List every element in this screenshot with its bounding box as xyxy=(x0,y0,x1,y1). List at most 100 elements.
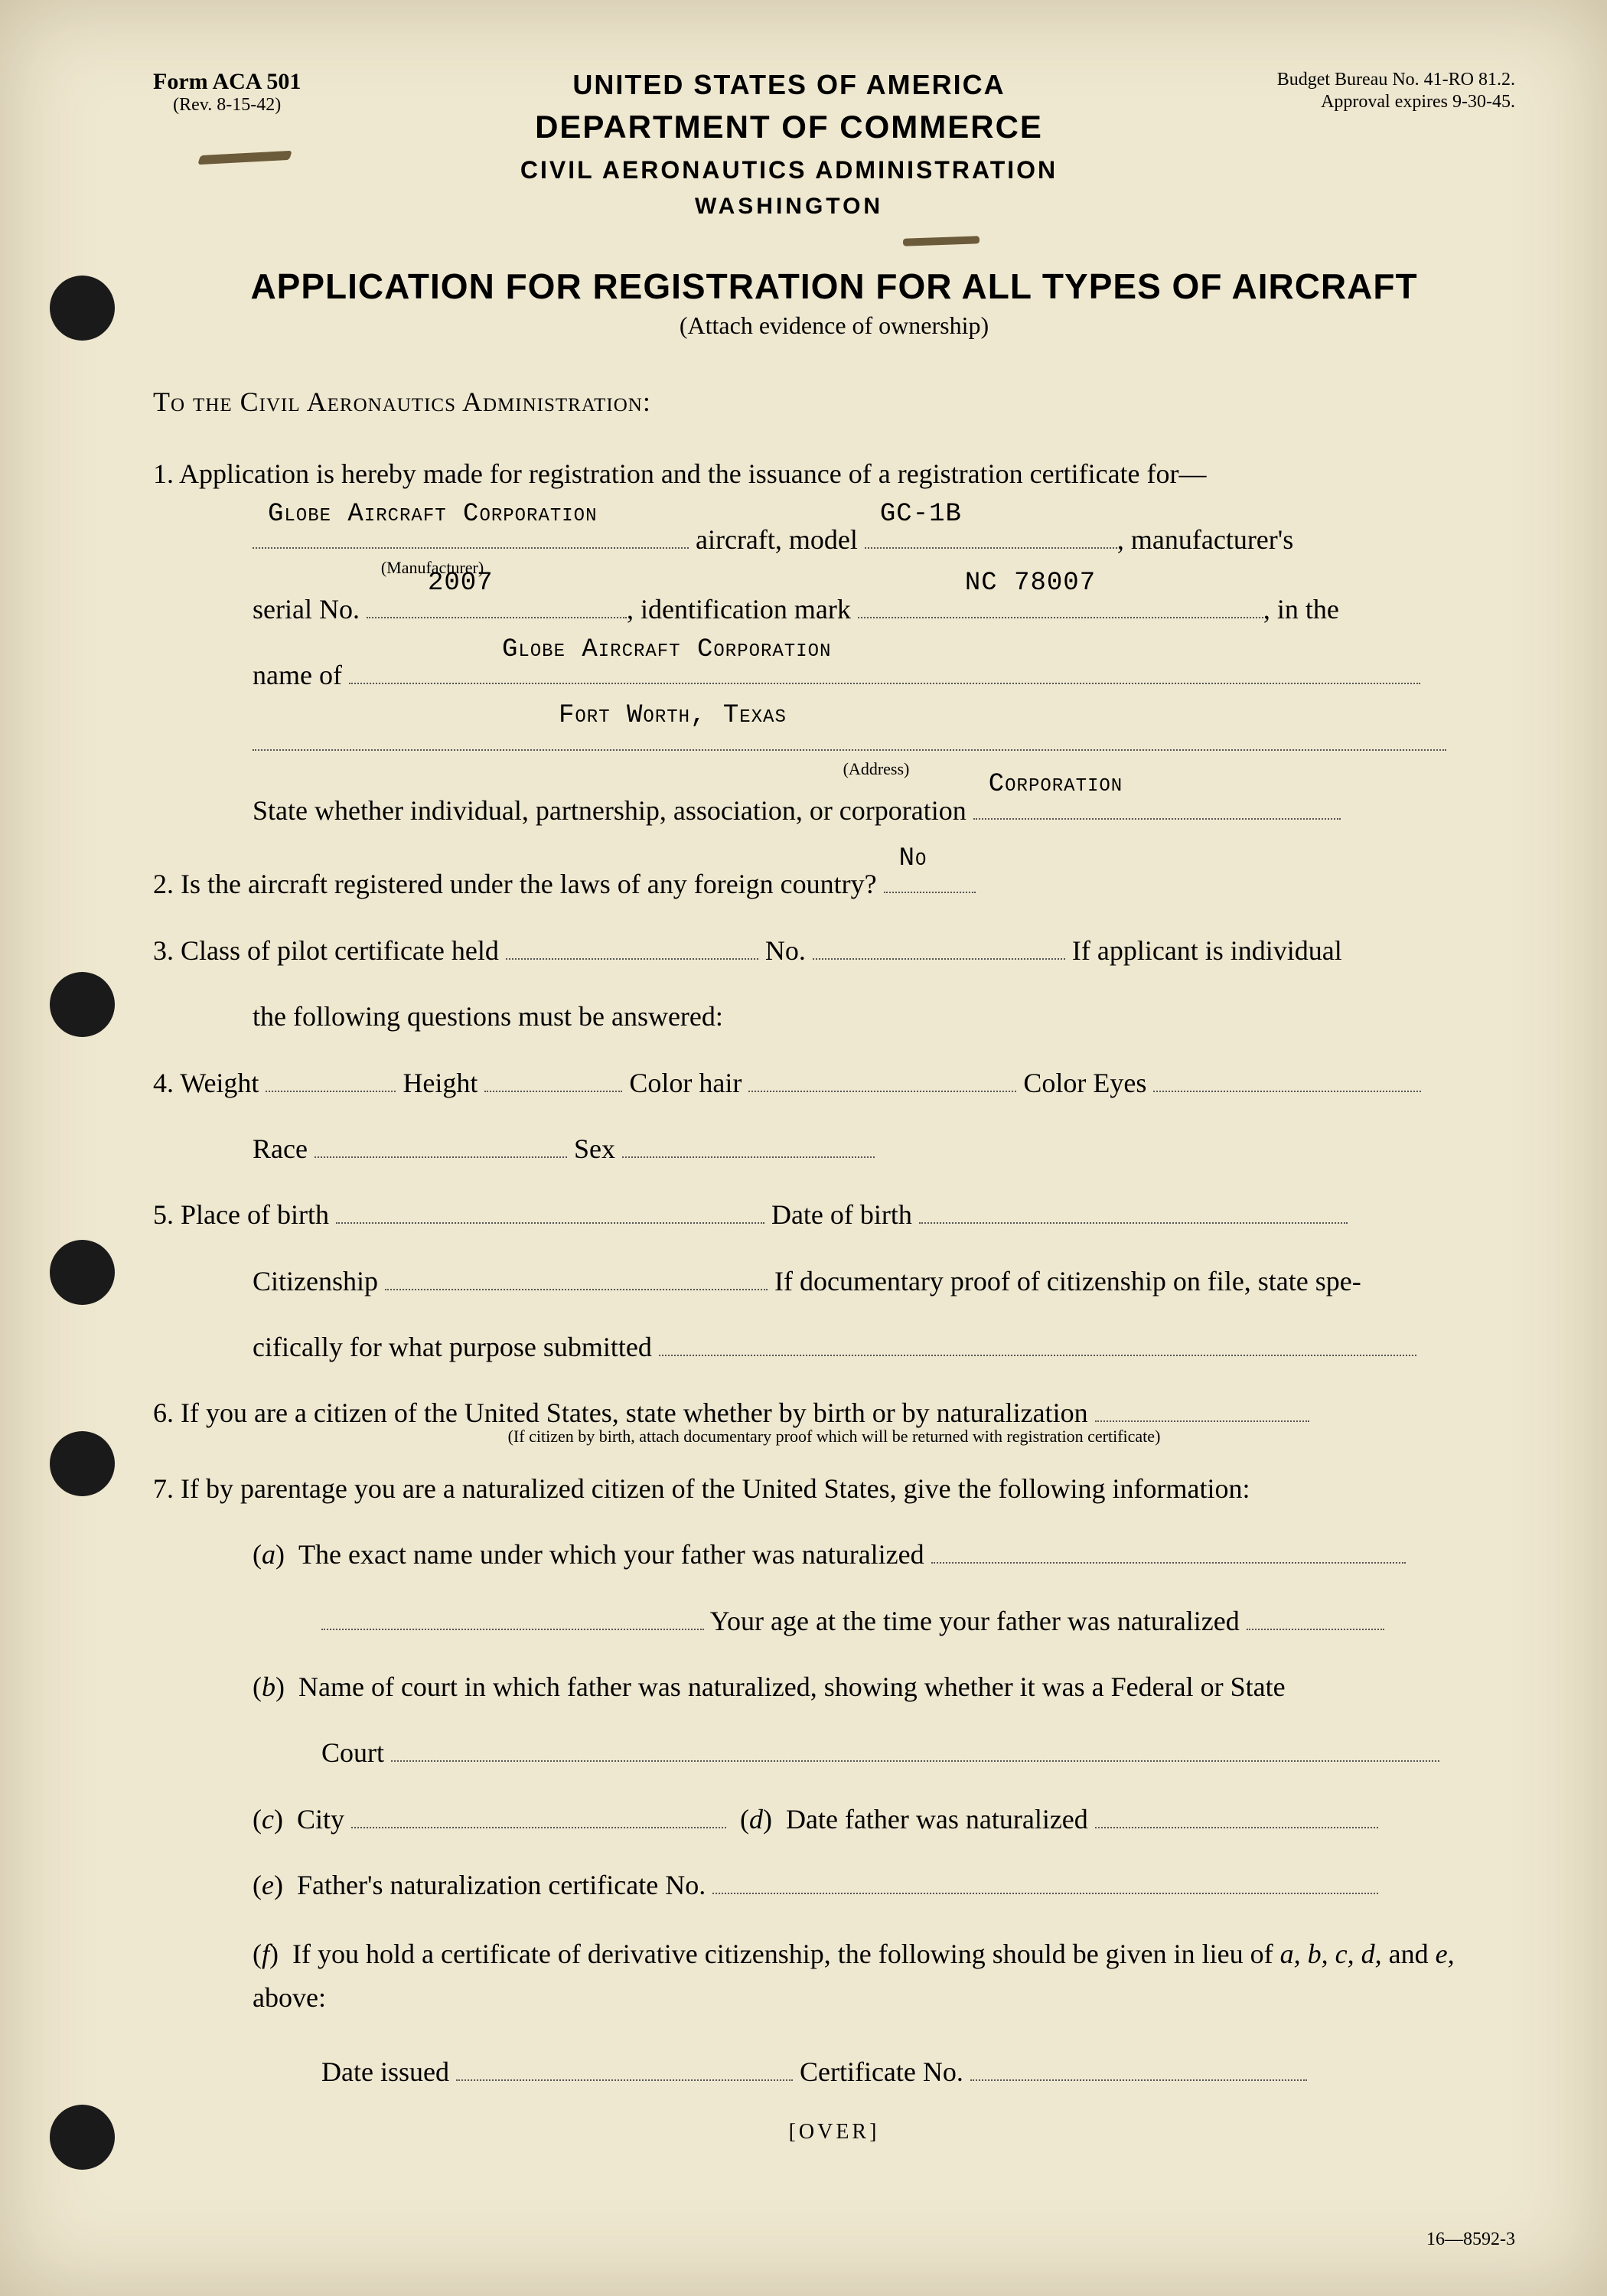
q7b-label: Name of court in which father was natura… xyxy=(298,1671,1286,1702)
address-field: Fort Worth, Texas xyxy=(253,719,1446,751)
q7e-line: (e) Father's naturalization certificate … xyxy=(153,1852,1515,1918)
form-number-block: Form ACA 501 (Rev. 8-15-42) xyxy=(153,69,301,116)
department-line: DEPARTMENT OF COMMERCE xyxy=(301,109,1276,145)
q7b-line2: Court xyxy=(153,1720,1515,1786)
q7f-text4: e, xyxy=(1436,1939,1455,1969)
marker-b: b xyxy=(262,1671,275,1702)
q4-weight-label: 4. Weight xyxy=(153,1068,266,1098)
deriv-cert-field xyxy=(970,2049,1307,2081)
eyes-field xyxy=(1153,1060,1421,1092)
agency-header: UNITED STATES OF AMERICA DEPARTMENT OF C… xyxy=(301,69,1276,220)
q7a-line1: (a) The exact name under which your fath… xyxy=(153,1521,1515,1587)
q7f-text5: above: xyxy=(253,1982,326,2013)
country-line: UNITED STATES OF AMERICA xyxy=(301,69,1276,101)
sex-field xyxy=(622,1126,875,1158)
q7g-date-label: Date issued xyxy=(321,2056,456,2087)
q3-label-no: No. xyxy=(758,935,813,966)
id-mark-value: NC 78007 xyxy=(965,553,1096,615)
q7a2-label: Your age at the time your father was nat… xyxy=(704,1606,1247,1636)
race-field xyxy=(315,1126,567,1158)
salutation: To the Civil Aeronautics Administration: xyxy=(153,386,1515,418)
father-name-field-2 xyxy=(321,1598,704,1630)
q2-text: 2. Is the aircraft registered under the … xyxy=(153,869,884,899)
q7a-label: The exact name under which your father w… xyxy=(298,1539,931,1570)
serial-field: 2007 xyxy=(367,586,627,618)
form-revision: (Rev. 8-15-42) xyxy=(153,95,301,116)
label-manufacturers: , manufacturer's xyxy=(1117,524,1293,555)
marker-d: d xyxy=(749,1804,763,1835)
hole-punch xyxy=(50,2105,115,2170)
form-number: Form ACA 501 xyxy=(153,69,301,95)
label-in-the: , in the xyxy=(1263,594,1339,625)
budget-block: Budget Bureau No. 41-RO 81.2. Approval e… xyxy=(1277,69,1515,113)
serial-value: 2007 xyxy=(428,553,494,615)
foreign-reg-field: No xyxy=(884,862,976,894)
q7g-line: Date issued Certificate No. xyxy=(153,2039,1515,2105)
budget-number: Budget Bureau No. 41-RO 81.2. xyxy=(1277,69,1515,91)
q5-line2: Citizenship If documentary proof of citi… xyxy=(153,1248,1515,1314)
height-field xyxy=(484,1060,622,1092)
pob-field xyxy=(336,1192,764,1225)
age-field xyxy=(1247,1598,1384,1630)
form-title: APPLICATION FOR REGISTRATION FOR ALL TYP… xyxy=(153,266,1515,307)
father-name-field xyxy=(931,1532,1406,1564)
q2-line: 2. Is the aircraft registered under the … xyxy=(153,851,1515,917)
q7b2-label: Court xyxy=(321,1737,391,1768)
q5-line1: 5. Place of birth Date of birth xyxy=(153,1182,1515,1247)
marker-a: a xyxy=(262,1539,275,1570)
date-issued-field xyxy=(456,2049,793,2081)
q4-hair-label: Color hair xyxy=(622,1068,748,1098)
q4-height-label: Height xyxy=(396,1068,484,1098)
q1-line-entity-type: State whether individual, partnership, a… xyxy=(153,778,1515,843)
q7f-text1: If you hold a certificate of derivative … xyxy=(292,1939,1280,1969)
q7c-label: City xyxy=(297,1804,351,1835)
weight-field xyxy=(266,1060,396,1092)
form-subtitle: (Attach evidence of ownership) xyxy=(153,311,1515,340)
q7f-line: (f) If you hold a certificate of derivat… xyxy=(153,1932,1515,2020)
over-marker: [OVER] xyxy=(153,2120,1515,2144)
q3-line2: the following questions must be answered… xyxy=(153,983,1515,1049)
citizenship-field xyxy=(385,1258,768,1290)
q7e-label: Father's naturalization certificate No. xyxy=(297,1870,712,1900)
q7d-label: Date father was naturalized xyxy=(786,1804,1095,1835)
address-value: Fort Worth, Texas xyxy=(559,685,787,748)
form-body: 1. Application is hereby made for regist… xyxy=(153,441,1515,2105)
label-entity-type: State whether individual, partnership, a… xyxy=(253,795,973,826)
hole-punch xyxy=(50,972,115,1037)
q7b-line1: (b) Name of court in which father was na… xyxy=(153,1654,1515,1720)
header-row: Form ACA 501 (Rev. 8-15-42) UNITED STATE… xyxy=(153,69,1515,220)
hole-punch xyxy=(50,276,115,341)
date-nat-field xyxy=(1095,1796,1378,1828)
q5-purpose-label: cifically for what purpose submitted xyxy=(253,1332,659,1362)
owner-name-field: Globe Aircraft Corporation xyxy=(349,653,1420,685)
q7-lead: 7. If by parentage you are a naturalized… xyxy=(153,1456,1515,1521)
print-code: 16—8592-3 xyxy=(1426,2229,1515,2250)
q5-pob-label: 5. Place of birth xyxy=(153,1199,336,1230)
q1-line-address: Fort Worth, Texas xyxy=(153,709,1515,775)
q7f-text2: a, b, c, d, xyxy=(1280,1939,1382,1969)
q7cd-line: (c) City (d) Date father was naturalized xyxy=(153,1786,1515,1852)
model-value: GC-1B xyxy=(880,484,962,546)
q7a-line2: Your age at the time your father was nat… xyxy=(153,1588,1515,1654)
q5-citizenship-label: Citizenship xyxy=(253,1266,385,1296)
administration-line: CIVIL AERONAUTICS ADMINISTRATION xyxy=(301,156,1276,184)
q7g-cert-label: Certificate No. xyxy=(793,2056,970,2087)
hair-field xyxy=(748,1060,1016,1092)
cert-no-field xyxy=(712,1863,1378,1895)
marker-e: e xyxy=(262,1870,274,1900)
q3-label-class: 3. Class of pilot certificate held xyxy=(153,935,506,966)
court-field xyxy=(391,1730,1439,1763)
model-field: GC-1B xyxy=(865,517,1117,550)
city-line: WASHINGTON xyxy=(301,194,1276,220)
manufacturer-value: Globe Aircraft Corporation xyxy=(268,484,597,546)
q4-sex-label: Sex xyxy=(567,1133,622,1164)
marker-f: f xyxy=(262,1939,269,1969)
q4-eyes-label: Color Eyes xyxy=(1016,1068,1153,1098)
label-serial: serial No. xyxy=(253,594,367,625)
label-aircraft-model: aircraft, model xyxy=(689,524,865,555)
q5-line3: cifically for what purpose submitted xyxy=(153,1314,1515,1380)
entity-type-value: Corporation xyxy=(989,754,1123,817)
q5-dob-label: Date of birth xyxy=(764,1199,919,1230)
q1-line-name: name of Globe Aircraft Corporation xyxy=(153,642,1515,708)
birth-or-nat-field xyxy=(1095,1391,1309,1423)
